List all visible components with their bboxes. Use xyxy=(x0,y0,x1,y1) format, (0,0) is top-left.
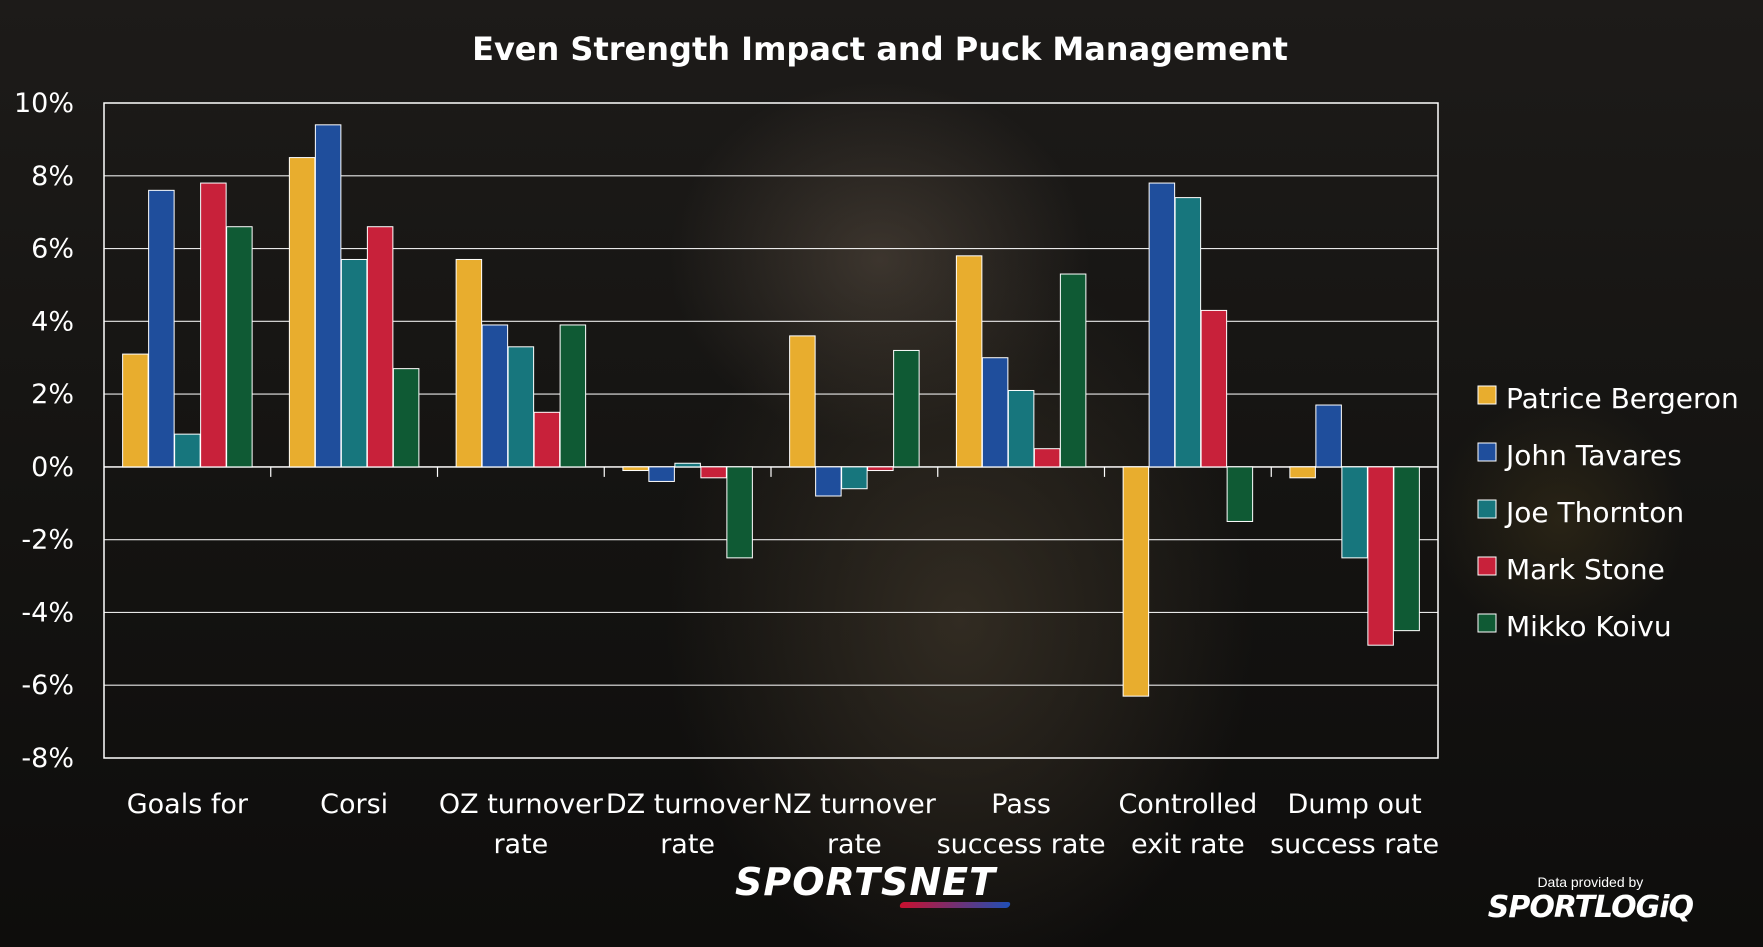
x-axis-ticks xyxy=(270,466,1272,477)
bar xyxy=(533,411,561,468)
bar xyxy=(122,353,149,468)
bar xyxy=(622,466,649,472)
legend-label: Patrice Bergeron xyxy=(1506,382,1739,415)
category-label: Dump out xyxy=(1288,789,1422,820)
y-tick-label: -8% xyxy=(21,743,74,774)
bar xyxy=(841,466,868,490)
y-tick-label: 2% xyxy=(31,379,74,410)
y-tick-label: 0% xyxy=(31,452,74,483)
bar xyxy=(815,466,842,497)
data-credit: Data provided by SPORTLOGiQ xyxy=(1487,874,1694,925)
plot-frame xyxy=(103,102,1439,759)
bar xyxy=(1315,404,1342,468)
legend-swatch xyxy=(1477,556,1497,576)
bar xyxy=(1122,466,1150,697)
legend-label: Mark Stone xyxy=(1506,553,1665,586)
sportsnet-logo: SPORTSNET xyxy=(735,860,997,904)
y-axis-labels: 10% 8% 6% 4% 2% 0% -2% -4% -6% -8% xyxy=(14,88,74,774)
bar xyxy=(789,335,816,468)
bar xyxy=(481,324,509,468)
bar xyxy=(1367,466,1394,646)
y-tick-label: 4% xyxy=(31,306,74,337)
bar xyxy=(1059,273,1087,468)
category-label: OZ turnover xyxy=(439,789,604,820)
legend-swatch xyxy=(1477,385,1497,405)
bar xyxy=(893,349,920,468)
category-label: rate xyxy=(660,829,715,860)
bar xyxy=(200,182,227,468)
sportsnet-swoosh-icon xyxy=(898,902,1012,908)
bar xyxy=(288,157,316,468)
legend-swatch xyxy=(1477,613,1497,633)
sportlogiq-logo: SPORTLOGiQ xyxy=(1487,890,1694,925)
bar xyxy=(1200,309,1228,468)
category-label: rate xyxy=(493,829,548,860)
bar xyxy=(559,324,587,468)
bar xyxy=(174,433,201,468)
bar xyxy=(726,466,753,559)
bar xyxy=(700,466,727,479)
legend: Patrice Bergeron John Tavares Joe Thornton… xyxy=(1477,382,1739,643)
category-label: rate xyxy=(827,829,882,860)
legend-label: Joe Thornton xyxy=(1504,496,1684,529)
bar xyxy=(1174,197,1202,468)
bar xyxy=(366,226,394,468)
category-label: Goals for xyxy=(127,789,249,820)
credit-text: Data provided by xyxy=(1537,874,1644,890)
bar xyxy=(1393,466,1420,632)
bar xyxy=(674,462,701,468)
y-tick-label: -4% xyxy=(21,597,74,628)
bars xyxy=(122,124,1420,697)
category-label: success rate xyxy=(937,829,1106,860)
y-tick-label: 6% xyxy=(31,234,74,265)
bar xyxy=(340,258,368,468)
bar xyxy=(392,368,420,468)
bar xyxy=(455,258,483,468)
y-tick-label: 10% xyxy=(14,88,74,119)
bar xyxy=(1007,389,1035,468)
bar xyxy=(648,466,675,482)
category-label: NZ turnover xyxy=(773,789,937,820)
bar xyxy=(1226,466,1254,522)
category-label: Corsi xyxy=(320,789,388,820)
category-label: Controlled xyxy=(1118,789,1257,820)
bar xyxy=(867,466,894,472)
legend-swatch xyxy=(1477,499,1497,519)
y-tick-label: -6% xyxy=(21,670,74,701)
y-tick-label: -2% xyxy=(21,525,74,556)
category-label: exit rate xyxy=(1131,829,1245,860)
category-label: Pass xyxy=(991,789,1051,820)
bar xyxy=(1341,466,1368,559)
category-label: success rate xyxy=(1270,829,1439,860)
category-label: DZ turnover xyxy=(606,789,770,820)
legend-label: John Tavares xyxy=(1504,439,1682,472)
y-tick-label: 8% xyxy=(31,161,74,192)
legend-label: Mikko Koivu xyxy=(1506,610,1672,643)
chart-title: Even Strength Impact and Puck Management xyxy=(472,30,1288,68)
bar xyxy=(226,226,253,468)
bar xyxy=(1033,448,1061,468)
bar xyxy=(981,357,1009,468)
bar xyxy=(148,189,175,468)
bar xyxy=(507,346,535,468)
bar xyxy=(1289,466,1316,479)
bar xyxy=(955,255,983,468)
bar xyxy=(1148,182,1176,468)
x-axis-labels: Goals for Corsi OZ turnover rate DZ turnover… xyxy=(127,789,1439,860)
legend-swatch xyxy=(1477,442,1497,462)
bar xyxy=(314,124,342,468)
